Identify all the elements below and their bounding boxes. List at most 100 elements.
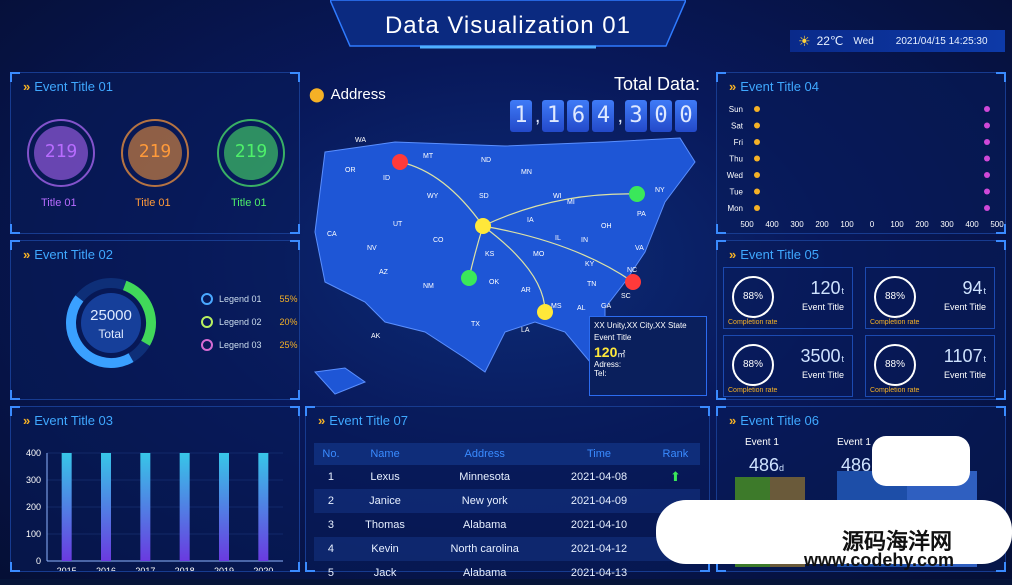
kpi-rate-label: Completion rate: [728, 319, 778, 326]
table-cell-name: Janice: [347, 489, 423, 513]
kpi-event-title: Event Title: [943, 302, 986, 312]
panel-title: » Event Title 05: [729, 247, 820, 262]
x-tick-label: 2019: [214, 566, 234, 571]
kpi-card[interactable]: 88% Completion rate 1107t Event Title: [865, 335, 995, 397]
gauge: 219: [119, 117, 191, 189]
state-label: ID: [383, 175, 390, 182]
legend-item[interactable]: Legend 03 25%: [201, 339, 298, 351]
event6-value-2: 486: [841, 455, 872, 475]
day-label: Sun: [729, 105, 743, 114]
table-cell-time: 2021-04-08: [570, 471, 628, 483]
state-label: SC: [621, 293, 631, 300]
kpi-card[interactable]: 88% Completion rate 94t Event Title: [865, 267, 995, 329]
state-label: SD: [479, 193, 489, 200]
page-title: Data Visualization 01: [384, 12, 632, 39]
map-tooltip: XX Unity,XX City,XX State Event Title 12…: [589, 316, 707, 396]
x-tick-label: 2018: [175, 566, 195, 571]
kpi-card[interactable]: 88% Completion rate 120t Event Title: [723, 267, 853, 329]
day-label: Mon: [727, 204, 743, 213]
day-label: Tue: [730, 188, 744, 197]
bar-end-left: [754, 139, 760, 145]
state-label: OH: [601, 223, 612, 230]
table-header[interactable]: No.: [314, 443, 348, 465]
state-label: MT: [423, 153, 434, 160]
table-header[interactable]: Name: [347, 443, 423, 465]
header-frame: [330, 0, 686, 49]
axis-label: 400: [965, 220, 979, 229]
map-marker-green[interactable]: [629, 186, 645, 202]
counter-digit: 0: [650, 100, 672, 132]
table-row[interactable]: 4 Kevin North carolina 2021-04-12: [314, 537, 700, 561]
watermark-url: www.codehy.com: [804, 550, 955, 570]
table-row[interactable]: 2 Janice New york 2021-04-09: [314, 489, 700, 513]
y-tick-label: 400: [26, 448, 41, 458]
state-label: PA: [637, 211, 646, 218]
table-cell-address: North carolina: [422, 537, 548, 561]
axis-label: 200: [915, 220, 929, 229]
bar-end-left: [754, 205, 760, 211]
legend-name: Legend 03: [219, 340, 262, 350]
bar-end-left: [754, 155, 760, 162]
table-cell-time: 2021-04-13: [570, 567, 628, 579]
panel-title: » Event Title 01: [23, 79, 114, 94]
state-label: CA: [327, 231, 337, 238]
axis-label: 100: [890, 220, 904, 229]
bar-end-right: [984, 205, 990, 211]
bar-end-left: [754, 106, 760, 112]
axis-label: 300: [790, 220, 804, 229]
legend-pct: 25%: [279, 340, 298, 350]
map-marker-yellow[interactable]: [475, 218, 491, 234]
panel-event-1: » Event Title 01 219 Title 01 219 Title 01 21…: [10, 72, 300, 234]
axis-label: 200: [815, 220, 829, 229]
table-row[interactable]: 5 Jack Alabama 2021-04-13: [314, 561, 700, 585]
state-label: NM: [423, 283, 434, 290]
kpi-card[interactable]: 88% Completion rate 3500t Event Title: [723, 335, 853, 397]
legend-item[interactable]: Legend 02 20%: [201, 316, 298, 328]
state-label: TN: [587, 281, 596, 288]
kpi-event-title: Event Title: [801, 370, 844, 380]
watermark-blob-1: [872, 436, 970, 486]
map-marker-red[interactable]: [392, 154, 408, 170]
table-cell-no: 3: [327, 519, 335, 531]
table-cell-time: 2021-04-10: [570, 519, 628, 531]
kpi-event-title: Event Title: [801, 302, 844, 312]
event-table: No. Name Address Time Rank 1 Lexus Minnesota 20…: [314, 443, 700, 585]
panel-title: » Event Title 02: [23, 247, 114, 262]
datetime: 2021/04/15 14:25:30: [895, 35, 988, 47]
state-label: NC: [627, 267, 637, 274]
weekday: Wed: [853, 35, 874, 47]
map-marker-red[interactable]: [625, 274, 641, 290]
legend-item[interactable]: Legend 01 55%: [201, 293, 298, 305]
table-header[interactable]: Address: [422, 443, 548, 465]
kpi-number: 120t: [810, 278, 844, 298]
table-header[interactable]: Rank: [650, 443, 700, 465]
gauge-value: 219: [234, 141, 268, 162]
map-marker-yellow[interactable]: [537, 304, 553, 320]
table-cell-time: 2021-04-12: [547, 537, 651, 561]
counter-digit: ,: [617, 105, 623, 127]
map-marker-green[interactable]: [461, 270, 477, 286]
table-row[interactable]: 3 Thomas Alabama 2021-04-10: [314, 513, 700, 537]
state-label: AZ: [379, 269, 389, 276]
state-label: OR: [345, 167, 356, 174]
legend-name: Legend 02: [219, 317, 262, 327]
y-tick-label: 200: [26, 502, 41, 512]
table-cell-no: 5: [327, 567, 335, 579]
state-label: IA: [527, 217, 534, 224]
bar-end-right: [984, 155, 990, 162]
axis-label: 500: [990, 220, 1004, 229]
bar-end-right: [984, 122, 990, 129]
counter-digit: ,: [534, 105, 541, 127]
kpi-number: 3500t: [800, 346, 844, 366]
axis-label: 300: [940, 220, 954, 229]
state-label: AK: [371, 333, 381, 340]
kpi-number: 1107t: [943, 346, 986, 366]
table-row[interactable]: 1 Lexus Minnesota 2021-04-08 ⬆: [314, 465, 700, 489]
day-label: Sat: [731, 122, 744, 131]
kpi-event-title: Event Title: [943, 370, 986, 380]
table-cell-time: 2021-04-09: [547, 489, 651, 513]
address-header: ⬤ Address: [309, 86, 386, 103]
table-header[interactable]: Time: [547, 443, 651, 465]
state-label: TX: [471, 321, 480, 328]
state-label: MS: [551, 303, 562, 310]
